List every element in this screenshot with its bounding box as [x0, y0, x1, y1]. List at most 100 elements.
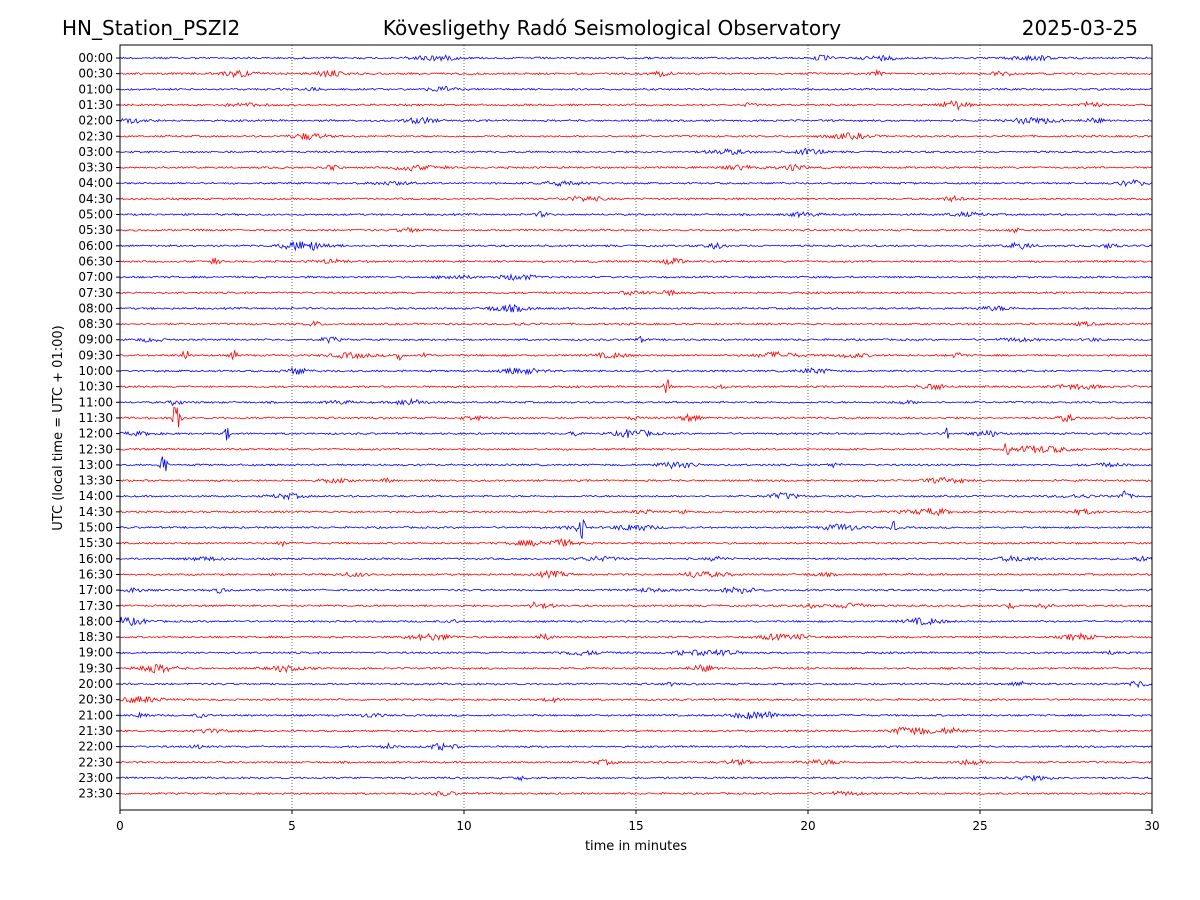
trace-line: [119, 335, 1153, 345]
trace-line: [119, 132, 1153, 141]
trace-line: [119, 631, 1153, 642]
trace-line: [119, 616, 1153, 626]
x-tick-label: 10: [456, 819, 471, 833]
row-label: 16:00: [78, 552, 113, 566]
row-label: 08:00: [78, 301, 113, 315]
trace-line: [119, 54, 1153, 62]
trace-line: [119, 85, 1153, 92]
row-label: 05:30: [78, 223, 113, 237]
trace-line: [119, 758, 1153, 767]
trace-line: [120, 178, 1153, 187]
row-label: 10:30: [78, 380, 113, 394]
trace-line: [119, 303, 1153, 313]
row-label: 16:30: [78, 567, 113, 581]
row-label: 09:00: [78, 333, 113, 347]
row-label: 20:00: [78, 677, 113, 691]
trace-line: [119, 116, 1153, 125]
trace-line: [119, 601, 1153, 610]
trace-line: [119, 537, 1153, 548]
trace-line: [119, 68, 1153, 79]
trace-line: [119, 518, 1153, 539]
trace-line: [119, 711, 1153, 721]
y-axis-label: UTC (local time = UTC + 01:00): [51, 325, 66, 530]
trace-line: [119, 726, 1153, 736]
trace-line: [119, 741, 1153, 751]
row-label: 21:30: [78, 724, 113, 738]
trace-line: [119, 648, 1153, 657]
trace-line: [119, 194, 1153, 203]
row-label: 19:00: [78, 646, 113, 660]
x-tick-label: 15: [628, 819, 643, 833]
trace-line: [119, 406, 1153, 428]
trace-line: [119, 476, 1153, 485]
trace-line: [119, 210, 1153, 219]
x-axis-label: time in minutes: [585, 839, 687, 854]
row-label: 10:00: [78, 364, 113, 378]
row-label: 06:00: [78, 239, 113, 253]
row-label: 22:00: [78, 740, 113, 754]
row-label: 14:30: [78, 505, 113, 519]
trace-line: [119, 273, 1153, 281]
row-label: 23:30: [78, 787, 113, 801]
date-title: 2025-03-25: [1022, 16, 1138, 40]
row-label: 22:30: [78, 755, 113, 769]
trace-line: [119, 443, 1153, 455]
trace-line: [119, 147, 1153, 156]
trace-line: [119, 241, 1153, 252]
trace-line: [119, 100, 1153, 112]
seismic-traces: [119, 54, 1153, 797]
row-label: 00:30: [78, 67, 113, 81]
row-label: 07:30: [78, 286, 113, 300]
row-label: 19:30: [78, 661, 113, 675]
row-label: 06:30: [78, 254, 113, 268]
observatory-title: Kövesligethy Radó Seismological Observat…: [383, 16, 841, 40]
x-tick-label: 30: [1144, 819, 1159, 833]
trace-line: [119, 490, 1153, 501]
trace-line: [119, 586, 1153, 594]
station-title: HN_Station_PSZI2: [62, 16, 240, 40]
row-label: 01:30: [78, 98, 113, 112]
trace-line: [119, 227, 1153, 234]
trace-line: [119, 569, 1153, 579]
x-tick-label: 0: [116, 819, 124, 833]
row-label: 02:00: [78, 114, 113, 128]
row-label: 12:30: [78, 442, 113, 456]
row-label: 11:30: [78, 411, 113, 425]
row-label: 03:00: [78, 145, 113, 159]
trace-line: [119, 320, 1153, 327]
row-label: 01:00: [78, 82, 113, 96]
trace-line: [119, 507, 1153, 517]
trace-line: [119, 350, 1153, 361]
row-label: 00:00: [78, 51, 113, 65]
trace-line: [119, 379, 1153, 393]
row-label: 15:00: [78, 521, 113, 535]
trace-line: [119, 663, 1153, 674]
trace-line: [119, 790, 1153, 797]
row-label: 17:30: [78, 599, 113, 613]
row-label: 13:30: [78, 474, 113, 488]
row-label: 20:30: [78, 693, 113, 707]
row-label: 05:00: [78, 208, 113, 222]
row-label: 12:00: [78, 427, 113, 441]
trace-line: [119, 775, 1153, 782]
row-label: 08:30: [78, 317, 113, 331]
row-label: 18:30: [78, 630, 113, 644]
trace-line: [119, 695, 1153, 704]
row-label: 15:30: [78, 536, 113, 550]
row-label: 13:00: [78, 458, 113, 472]
row-label: 04:30: [78, 192, 113, 206]
row-label: 09:30: [78, 348, 113, 362]
row-label: 18:00: [78, 614, 113, 628]
trace-line: [119, 456, 1153, 472]
trace-line: [119, 680, 1153, 689]
x-tick-label: 5: [288, 819, 296, 833]
row-label: 21:00: [78, 708, 113, 722]
row-label: 02:30: [78, 129, 113, 143]
trace-line: [119, 554, 1153, 563]
trace-line: [119, 163, 1153, 172]
trace-line: [119, 257, 1153, 266]
vertical-grid: [291, 45, 981, 810]
row-label: 11:00: [78, 395, 113, 409]
trace-line: [119, 397, 1153, 407]
